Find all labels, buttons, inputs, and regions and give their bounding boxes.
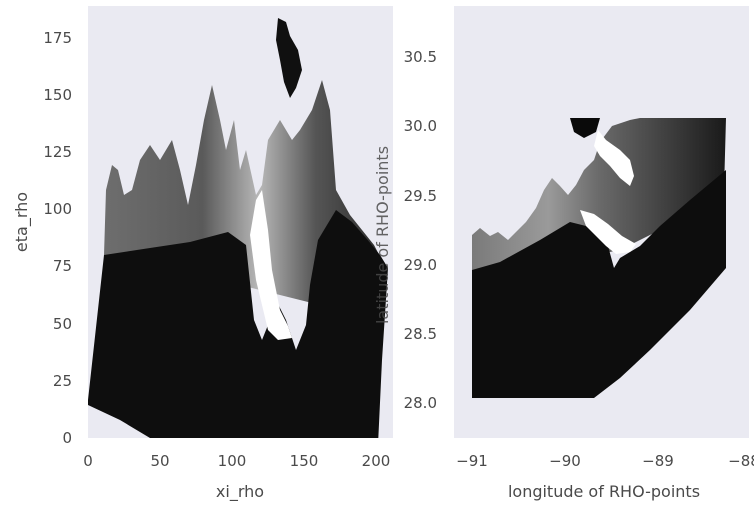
left-white-channel — [250, 190, 292, 340]
left-x-axis-label: xi_rho — [216, 482, 264, 502]
left-ytick-label: 75 — [53, 257, 72, 275]
left-panel: 0 25 50 75 100 125 150 175 0 50 100 150 … — [12, 6, 393, 502]
right-ytick-label: 30.0 — [404, 117, 437, 135]
right-heatmap — [472, 118, 726, 398]
right-panel: 28.0 28.5 29.0 29.5 30.0 30.5 −91 −90 −8… — [373, 6, 754, 501]
left-xtick-label: 200 — [362, 452, 391, 470]
right-y-axis-label: latitude of RHO-points — [373, 146, 392, 324]
right-ytick-label: 30.5 — [404, 48, 437, 66]
right-xtick-label: −89 — [642, 452, 674, 470]
left-ytick-label: 125 — [43, 143, 72, 161]
left-heatmap — [88, 18, 388, 438]
left-ytick-label: 0 — [62, 429, 72, 447]
left-island — [276, 18, 302, 98]
left-xtick-label: 150 — [290, 452, 319, 470]
left-ytick-label: 25 — [53, 372, 72, 390]
left-ytick-label: 175 — [43, 29, 72, 47]
left-ytick-label: 150 — [43, 86, 72, 104]
right-x-axis-label: longitude of RHO-points — [508, 482, 700, 501]
left-field-lower — [88, 210, 388, 438]
right-white-gap — [580, 210, 636, 254]
left-y-axis-label: eta_rho — [12, 192, 32, 252]
right-xtick-label: −91 — [456, 452, 488, 470]
right-ytick-label: 28.0 — [404, 394, 437, 412]
left-xtick-label: 0 — [83, 452, 93, 470]
right-ytick-label: 29.5 — [404, 187, 437, 205]
right-xtick-label: −90 — [549, 452, 581, 470]
left-ytick-label: 100 — [43, 200, 72, 218]
right-field-lower — [472, 170, 726, 398]
right-ytick-label: 29.0 — [404, 256, 437, 274]
left-ytick-label: 50 — [53, 315, 72, 333]
right-field-upper — [472, 118, 726, 272]
left-xtick-label: 50 — [150, 452, 169, 470]
right-ytick-label: 28.5 — [404, 325, 437, 343]
right-dark-cap — [570, 118, 600, 138]
right-xtick-label: −88 — [728, 452, 754, 470]
right-white-bay — [594, 130, 634, 186]
left-xtick-label: 100 — [218, 452, 247, 470]
